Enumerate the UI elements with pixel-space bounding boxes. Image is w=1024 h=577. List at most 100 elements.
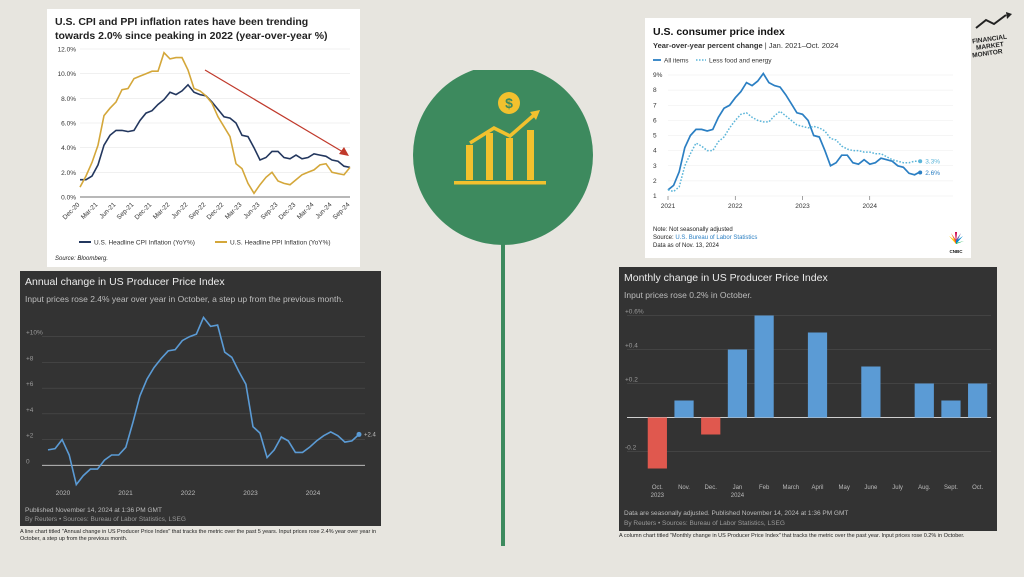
x-tick-label: 2023: [795, 203, 810, 210]
center-graphic: $: [412, 65, 594, 546]
y-tick-label: 2: [653, 178, 657, 185]
legend-label-ppi: U.S. Headline PPI Inflation (YoY%): [230, 240, 331, 247]
annual-ppi-title: Annual change in US Producer Price Index: [25, 276, 225, 288]
y-tick-label: 6.0%: [61, 121, 76, 128]
y-tick-label: 2.0%: [61, 170, 76, 177]
title-line-2: towards 2.0% since peaking in 2022 (year…: [55, 30, 328, 42]
x-tick-label: Jun-22: [170, 201, 189, 220]
bar: [701, 417, 721, 435]
y-tick-label: 7: [653, 102, 657, 109]
y-tick-label: +0.2: [625, 377, 638, 384]
x-tick-label-year: 2023: [651, 493, 665, 499]
peacock-icon: [949, 232, 964, 244]
y-tick-label: 4: [653, 148, 657, 155]
x-tick-label: 2021: [661, 203, 676, 210]
y-tick-label: 12.0%: [58, 47, 77, 54]
series-line-all-items: [667, 71, 921, 191]
x-tick-label: May: [839, 485, 850, 491]
title-line-1: U.S. CPI and PPI inflation rates have be…: [55, 16, 309, 28]
cnbc-date: Data as of Nov. 13, 2024: [653, 243, 719, 249]
x-tick-label: Sep-23: [260, 201, 280, 221]
y-tick-label: 0.0%: [61, 195, 76, 202]
x-tick-label: Sep-24: [332, 201, 352, 221]
monthly-ppi-note: Data are seasonally adjusted. Published …: [624, 510, 849, 517]
x-tick-label: Mar-21: [80, 201, 100, 221]
annual-ppi-caption: A line chart titled "Annual change in US…: [20, 529, 377, 542]
series-end-label: +2.4: [364, 432, 377, 438]
y-tick-label: 1: [653, 193, 657, 200]
x-tick-label: 2022: [728, 203, 743, 210]
x-tick-label: June: [864, 485, 878, 491]
svg-text:$: $: [505, 95, 513, 111]
annual-ppi-chart-panel: Annual change in US Producer Price Index…: [20, 271, 381, 526]
x-tick-label: 2023: [243, 490, 258, 497]
cnbc-cpi-chart-panel: U.S. consumer price index Year-over-year…: [645, 18, 971, 258]
series-end-marker: [356, 431, 362, 437]
cnbc-chart-subtitle: Year-over-year percent change | Jan. 202…: [653, 41, 838, 50]
financial-market-monitor-logo: FINANCIAL MARKET MONITOR: [972, 12, 1022, 59]
source-link[interactable]: U.S. Bureau of Labor Statistics: [675, 235, 758, 241]
y-tick-label: +8: [26, 355, 34, 362]
x-tick-label: April: [811, 485, 823, 491]
subtitle-range: | Jan. 2021–Oct. 2024: [762, 41, 839, 50]
series-end-marker: [918, 159, 923, 164]
y-tick-label: +0.4: [625, 343, 638, 350]
cnbc-wordmark: CNBC: [949, 249, 963, 254]
y-tick-label: 0: [26, 458, 30, 465]
monthly-ppi-chart-panel: Monthly change in US Producer Price Inde…: [619, 267, 997, 531]
bar: [861, 366, 881, 418]
cnbc-cpi-line-chart: 1 2 3 4 5 6 7 8 9% 2021 2022 2023 2024 All items Less …: [653, 58, 953, 210]
annual-ppi-published: Published November 14, 2024 at 1:36 PM G…: [25, 507, 162, 514]
x-tick-label: Mar-24: [296, 201, 316, 221]
x-tick-label: Nov.: [678, 485, 690, 491]
cnbc-chart-title: U.S. consumer price index: [653, 26, 785, 38]
x-tick-label: Aug.: [918, 485, 931, 491]
series-end-marker: [918, 170, 923, 175]
y-tick-label: 9%: [653, 72, 663, 79]
x-tick-label: Dec-20: [62, 201, 82, 221]
x-tick-label: Dec.: [705, 485, 718, 491]
cnbc-source: Source: U.S. Bureau of Labor Statistics: [653, 235, 757, 241]
y-tick-label: +2: [26, 433, 34, 440]
y-tick-label: 5: [653, 133, 657, 140]
y-tick-label: 4.0%: [61, 145, 76, 152]
bar: [968, 383, 988, 418]
bar: [941, 400, 961, 418]
monthly-ppi-subtitle: Input prices rose 0.2% in October.: [624, 290, 753, 300]
bar: [647, 417, 667, 469]
x-tick-label: 2024: [306, 490, 321, 497]
x-tick-label: Jun-21: [98, 201, 117, 220]
x-tick-label: Jan: [733, 485, 743, 491]
cnbc-note: Note: Not seasonally adjusted: [653, 227, 733, 233]
x-tick-label: Dec-21: [134, 201, 154, 221]
bar: [807, 332, 828, 418]
x-tick-label: Feb: [759, 485, 770, 491]
y-tick-label: 6: [653, 117, 657, 124]
x-tick-label: Oct.: [652, 485, 663, 491]
y-tick-label: +10%: [26, 330, 43, 337]
y-tick-label: 8.0%: [61, 96, 76, 103]
series-end-label: 2.6%: [925, 170, 940, 177]
x-tick-label: Sep-21: [116, 201, 136, 221]
legend-label-all-items: All items: [664, 58, 689, 65]
x-tick-label: Sept.: [944, 485, 958, 491]
legend-label-core: Less food and energy: [709, 58, 772, 65]
monthly-ppi-title: Monthly change in US Producer Price Inde…: [624, 272, 828, 284]
subtitle-bold: Year-over-year percent change: [653, 41, 763, 50]
y-tick-label: +4: [26, 407, 34, 414]
x-tick-label: Mar-23: [224, 201, 244, 221]
x-tick-label: March: [782, 485, 799, 491]
x-tick-label: 2022: [181, 490, 196, 497]
x-tick-label: Jun-23: [242, 201, 261, 220]
monthly-ppi-byline: By Reuters • Sources: Bureau of Labor St…: [624, 520, 785, 527]
y-tick-label: 8: [653, 87, 657, 94]
series-end-label: 3.3%: [925, 159, 940, 166]
cpi-ppi-chart-title: U.S. CPI and PPI inflation rates have be…: [55, 15, 375, 43]
x-tick-label: Oct.: [972, 485, 983, 491]
y-tick-label: +6: [26, 381, 34, 388]
series-line-ppi: [79, 51, 351, 195]
x-tick-label: 2021: [118, 490, 133, 497]
trend-arrow-head: [339, 147, 349, 156]
y-tick-label: 3: [653, 163, 657, 170]
x-tick-label: Dec-23: [278, 201, 298, 221]
